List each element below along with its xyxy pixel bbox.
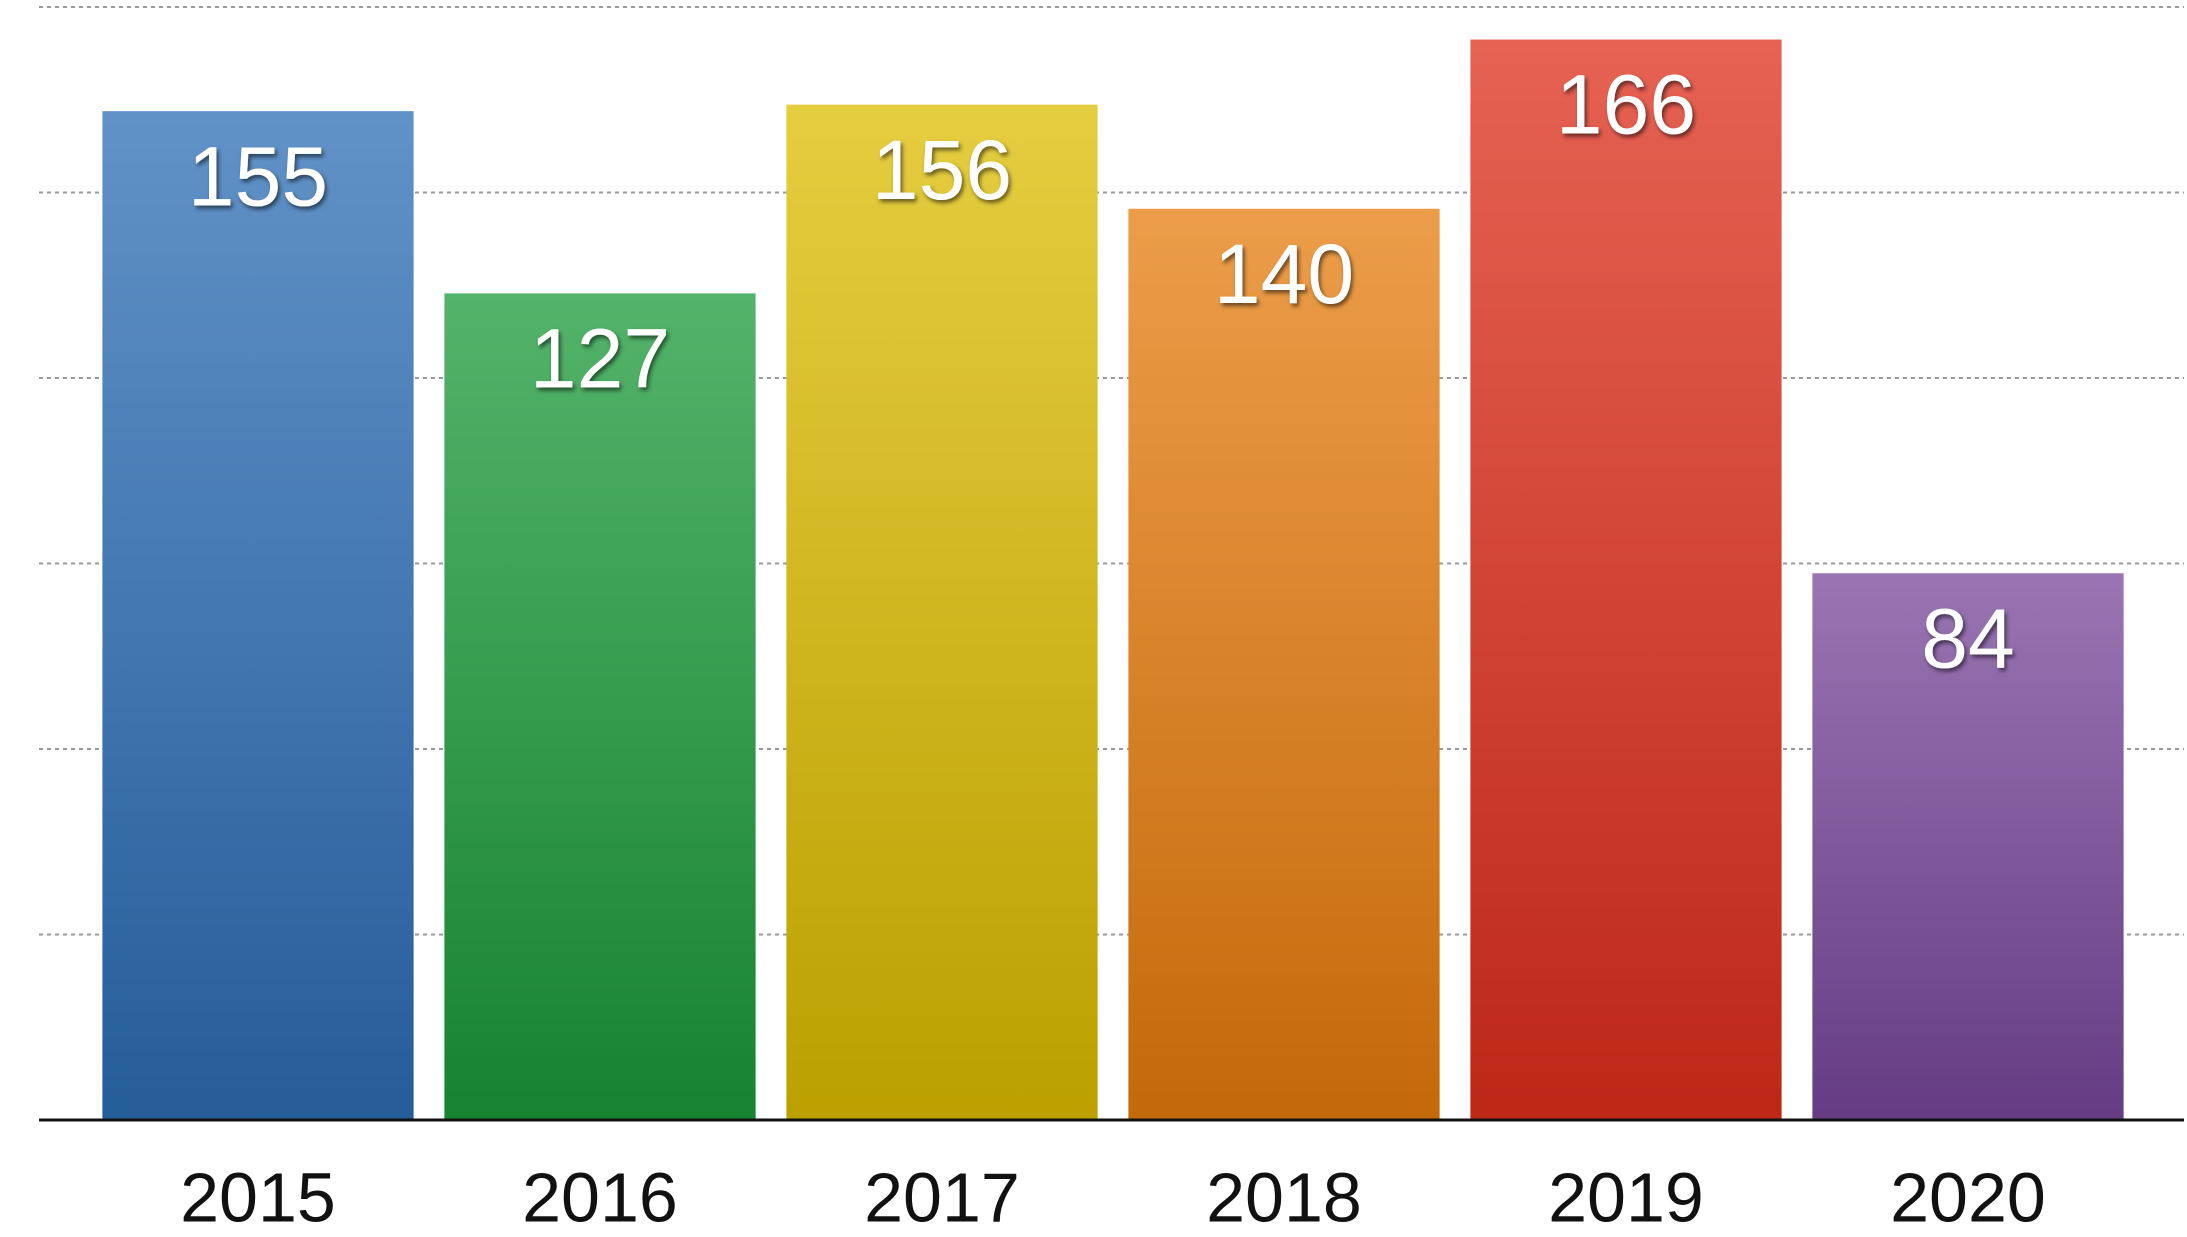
value-label: 166 <box>1556 58 1696 152</box>
bar <box>786 104 1098 1120</box>
value-label: 155 <box>188 129 328 223</box>
x-tick-label: 2019 <box>1548 1158 1704 1236</box>
bar <box>1470 39 1782 1121</box>
x-tick-label: 2017 <box>864 1158 1020 1236</box>
bar <box>444 293 756 1120</box>
value-label: 140 <box>1214 227 1354 321</box>
x-tick-label: 2015 <box>180 1158 336 1236</box>
bar <box>1128 208 1440 1121</box>
x-tick-label: 2016 <box>522 1158 678 1236</box>
value-label: 156 <box>872 123 1012 217</box>
bar <box>1812 573 2124 1120</box>
x-tick-label: 2018 <box>1206 1158 1362 1236</box>
value-label: 127 <box>530 312 670 406</box>
x-tick-label: 2020 <box>1890 1158 2046 1236</box>
value-label: 84 <box>1921 591 2014 685</box>
bar <box>102 111 414 1120</box>
